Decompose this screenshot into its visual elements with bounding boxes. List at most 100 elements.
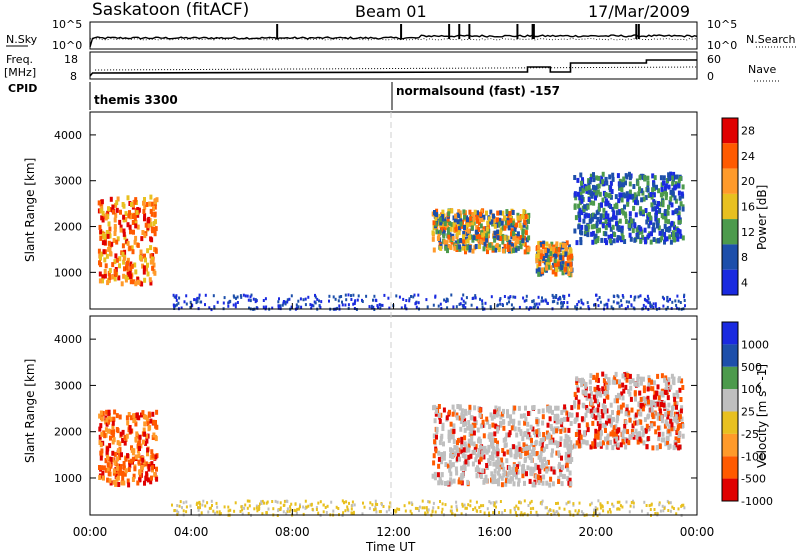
velocity-data-pixel [536,464,540,470]
velocity-ground-scatter-pixel [177,510,180,514]
power-ground-scatter-pixel [684,304,686,308]
power-data-pixel [450,222,454,228]
velocity-data-pixel [585,395,589,401]
velocity-data-pixel [504,481,508,487]
power-ground-scatter-pixel [586,301,589,305]
power-data-pixel [126,222,130,228]
velocity-data-pixel [438,419,442,424]
velocity-ground-scatter-pixel [374,505,377,509]
velocity-data-pixel [624,384,628,390]
power-data-pixel [479,223,483,229]
velocity-data-pixel [517,481,520,487]
power-ground-scatter-pixel [481,305,484,309]
velocity-data-pixel [454,466,458,472]
power-data-pixel [123,266,126,272]
power-data-pixel [656,204,660,210]
velocity-data-pixel [477,467,481,473]
velocity-ground-scatter-pixel [374,499,377,503]
velocity-data-pixel [633,390,637,396]
power-data-pixel [508,211,512,216]
velocity-ground-scatter-pixel [621,505,624,509]
velocity-data-pixel [134,413,138,419]
velocity-ground-scatter-pixel [609,510,612,514]
velocity-data-pixel [561,426,565,432]
power-ground-scatter-pixel [247,298,250,302]
power-data-pixel [129,279,133,285]
velocity-data-pixel [596,412,600,418]
power-ground-scatter-pixel [304,297,307,301]
velocity-data-pixel [519,452,523,458]
velocity-data-pixel [488,424,492,430]
velocity-ground-scatter-pixel [474,506,477,510]
power-ground-scatter-pixel [302,298,305,302]
power-data-pixel [681,235,685,241]
velocity-data-pixel [99,442,103,448]
velocity-data-pixel [619,404,623,410]
velocity-data-pixel [596,434,600,440]
power-data-pixel [591,239,595,245]
velocity-data-pixel [582,379,585,385]
velocity-data-pixel [603,391,607,396]
power-data-pixel [596,189,600,195]
velocity-data-pixel [530,437,533,443]
power-ground-scatter-pixel [663,297,665,301]
power-data-pixel [582,218,586,224]
velocity-data-pixel [627,389,631,394]
power-ground-scatter-pixel [304,303,307,307]
velocity-ground-scatter-pixel [517,507,520,511]
velocity-data-pixel [113,460,117,466]
velocity-data-pixel [603,424,607,430]
power-data-pixel [610,233,613,239]
power-data-pixel [505,209,509,215]
velocity-data-pixel [525,471,528,477]
velocity-ground-scatter-pixel [478,505,481,509]
power-ground-scatter-pixel [248,306,250,310]
power-ground-scatter-pixel [212,294,215,298]
power-data-pixel [577,203,581,209]
power-ground-scatter-pixel [415,301,417,305]
power-data-pixel [114,212,118,218]
velocity-data-pixel [652,380,656,386]
velocity-ground-scatter-pixel [461,502,464,506]
power-data-pixel [561,242,565,248]
power-data-pixel [578,217,582,223]
velocity-data-pixel [120,480,124,486]
velocity-data-pixel [646,386,650,392]
power-data-pixel [515,238,519,244]
velocity-ground-scatter-pixel [396,507,399,511]
velocity-ground-scatter-pixel [255,506,258,510]
velocity-ground-scatter-pixel [276,500,279,504]
velocity-ground-scatter-pixel [326,504,329,508]
velocity-data-pixel [112,416,116,422]
power-data-pixel [539,242,543,247]
velocity-data-pixel [621,382,625,388]
power-colorbar-segment [722,118,738,144]
power-data-pixel [123,249,127,255]
velocity-ground-scatter-pixel [266,500,269,504]
power-data-pixel [667,176,671,182]
power-data-pixel [652,237,656,242]
velocity-data-pixel [152,432,156,438]
velocity-ground-scatter-pixel [279,501,282,505]
velocity-ground-scatter-pixel [495,505,497,509]
velocity-data-pixel [111,424,115,429]
power-data-pixel [127,274,131,280]
velocity-data-pixel [448,435,452,441]
velocity-data-pixel [606,435,610,441]
power-data-pixel [471,248,475,254]
power-ground-scatter-pixel [172,293,175,297]
power-data-pixel [563,243,567,248]
velocity-ground-scatter-pixel [455,506,458,510]
velocity-data-pixel [107,471,111,477]
power-ground-scatter-pixel [637,295,640,299]
power-ground-scatter-pixel [288,297,291,301]
power-data-pixel [547,264,551,270]
velocity-data-pixel [487,447,491,453]
power-data-pixel [480,217,484,223]
velocity-data-pixel [99,450,103,456]
power-data-pixel [466,222,470,228]
velocity-data-pixel [534,432,538,438]
power-data-pixel [469,212,473,218]
power-data-pixel [129,273,132,279]
power-ground-scatter-pixel [282,300,285,303]
